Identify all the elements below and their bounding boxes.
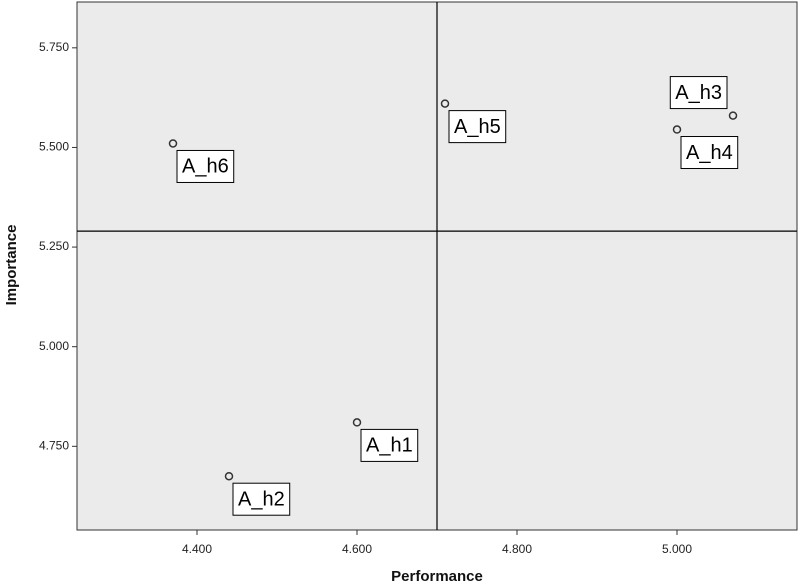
label-box xyxy=(448,110,507,144)
x-tick-label: 4.800 xyxy=(502,542,532,556)
point-label: A_h2 xyxy=(232,482,291,516)
point-label: A_h3 xyxy=(669,76,728,110)
point xyxy=(224,471,234,481)
point-label-text: A_h4 xyxy=(686,142,733,164)
point xyxy=(672,125,682,134)
point-label: A_h6 xyxy=(176,149,235,183)
x-tick-label: 4.400 xyxy=(182,542,212,556)
point-label-text: A_h1 xyxy=(366,435,413,457)
point-label: A_h1 xyxy=(360,428,419,462)
label-box xyxy=(176,149,235,183)
y-tick-label: 4.750 xyxy=(39,438,69,452)
point-label-text: A_h3 xyxy=(675,82,722,104)
y-tick-label: 5.000 xyxy=(39,339,69,353)
point xyxy=(168,139,178,148)
x-tick-label: 5.000 xyxy=(662,542,692,556)
point xyxy=(440,99,450,108)
label-box xyxy=(232,482,291,516)
label-box xyxy=(680,136,739,170)
y-axis-title: Importance xyxy=(3,225,20,306)
x-axis-title: Performance xyxy=(391,568,483,585)
y-tick-label: 5.750 xyxy=(39,40,69,54)
label-box xyxy=(669,76,728,110)
point-label: A_h4 xyxy=(680,136,739,170)
point xyxy=(352,418,362,427)
point-label-text: A_h2 xyxy=(238,488,285,510)
point-label: A_h5 xyxy=(448,110,507,144)
y-tick-label: 5.500 xyxy=(39,140,69,154)
y-tick-label: 5.250 xyxy=(39,239,69,253)
label-box xyxy=(360,428,419,462)
point-label-text: A_h5 xyxy=(454,116,501,138)
point-label-text: A_h6 xyxy=(182,156,229,178)
point xyxy=(728,111,738,120)
x-tick-label: 4.600 xyxy=(342,542,372,556)
